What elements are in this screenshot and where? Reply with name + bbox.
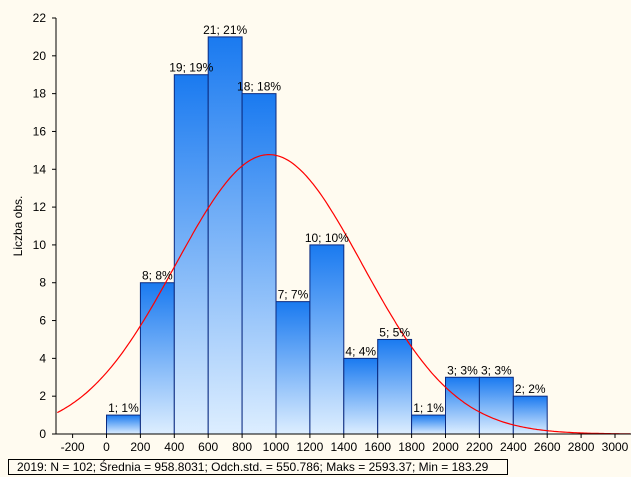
bar-data-label: 1; 1% <box>108 401 139 415</box>
bar-data-label: 18; 18% <box>237 80 281 94</box>
x-tick-label: 2600 <box>534 440 561 454</box>
y-tick-label: 2 <box>39 389 46 403</box>
x-tick-label: 2400 <box>500 440 527 454</box>
histogram-bar <box>411 414 447 435</box>
histogram-bar <box>445 376 480 435</box>
x-tick-label: 1200 <box>297 440 324 454</box>
histogram-bar <box>478 376 514 435</box>
x-tick-label: 1600 <box>364 440 391 454</box>
bar-data-label: 8; 8% <box>142 269 173 283</box>
y-tick-label: 10 <box>33 238 47 252</box>
bar-data-label: 4; 4% <box>345 344 376 358</box>
x-tick-label: 0 <box>103 440 110 454</box>
x-tick-label: -200 <box>61 440 85 454</box>
histogram-bar <box>343 357 379 435</box>
bar-data-label: 3; 3% <box>447 363 478 377</box>
x-tick-label: 800 <box>232 440 252 454</box>
axes-layer: 0 2 4 6 8 10 12 14 16 18 20 22 -200 0 200 400 600 800 1000… <box>33 11 631 454</box>
histogram-bar <box>207 36 243 435</box>
x-tick-label: 2000 <box>432 440 459 454</box>
histogram-bar <box>377 338 413 435</box>
y-tick-label: 12 <box>33 200 47 214</box>
bar-data-label: 3; 3% <box>481 363 512 377</box>
x-tick-label: 600 <box>198 440 218 454</box>
bar-data-label: 5; 5% <box>379 325 410 339</box>
bar-data-label: 19; 19% <box>169 61 213 75</box>
stats-summary: 2019: N = 102; Średnia = 958.8031; Odch.… <box>8 459 508 475</box>
x-tick-label: 200 <box>130 440 150 454</box>
x-tick-label: 1400 <box>330 440 357 454</box>
y-axis-label: Liczba obs. <box>11 196 25 257</box>
x-tick-label: 2800 <box>568 440 595 454</box>
histogram-bar <box>241 93 277 435</box>
y-tick-label: 6 <box>39 314 46 328</box>
labels-layer: 1; 1% 8; 8% 19; 19% 21; 21% 18; 18% 7; 7% 10; … <box>108 23 546 415</box>
x-tick-label: 3000 <box>602 440 629 454</box>
bar-data-label: 21; 21% <box>203 23 247 37</box>
normal-curve <box>57 154 631 435</box>
bar-data-label: 10; 10% <box>305 231 349 245</box>
histogram-bar <box>275 301 311 435</box>
y-tick-label: 0 <box>39 427 46 441</box>
bar-data-label: 1; 1% <box>413 401 444 415</box>
histogram-bar <box>173 74 209 435</box>
curve-layer <box>57 154 631 435</box>
y-tick-label: 8 <box>39 276 46 290</box>
histogram-bar <box>139 282 175 435</box>
histogram-bar <box>309 244 345 435</box>
bars-layer <box>106 36 548 435</box>
y-tick-label: 22 <box>33 11 47 25</box>
x-tick-label: 1000 <box>263 440 290 454</box>
x-tick-label: 2200 <box>466 440 493 454</box>
histogram-bar <box>106 414 141 435</box>
y-tick-label: 4 <box>39 351 46 365</box>
x-tick-label: 1800 <box>398 440 425 454</box>
x-tick-label: 400 <box>164 440 184 454</box>
y-tick-label: 16 <box>33 124 47 138</box>
bar-data-label: 2; 2% <box>515 382 546 396</box>
bar-data-label: 7; 7% <box>278 288 309 302</box>
y-tick-label: 14 <box>33 162 47 176</box>
y-tick-label: 18 <box>33 87 47 101</box>
y-tick-label: 20 <box>33 49 47 63</box>
